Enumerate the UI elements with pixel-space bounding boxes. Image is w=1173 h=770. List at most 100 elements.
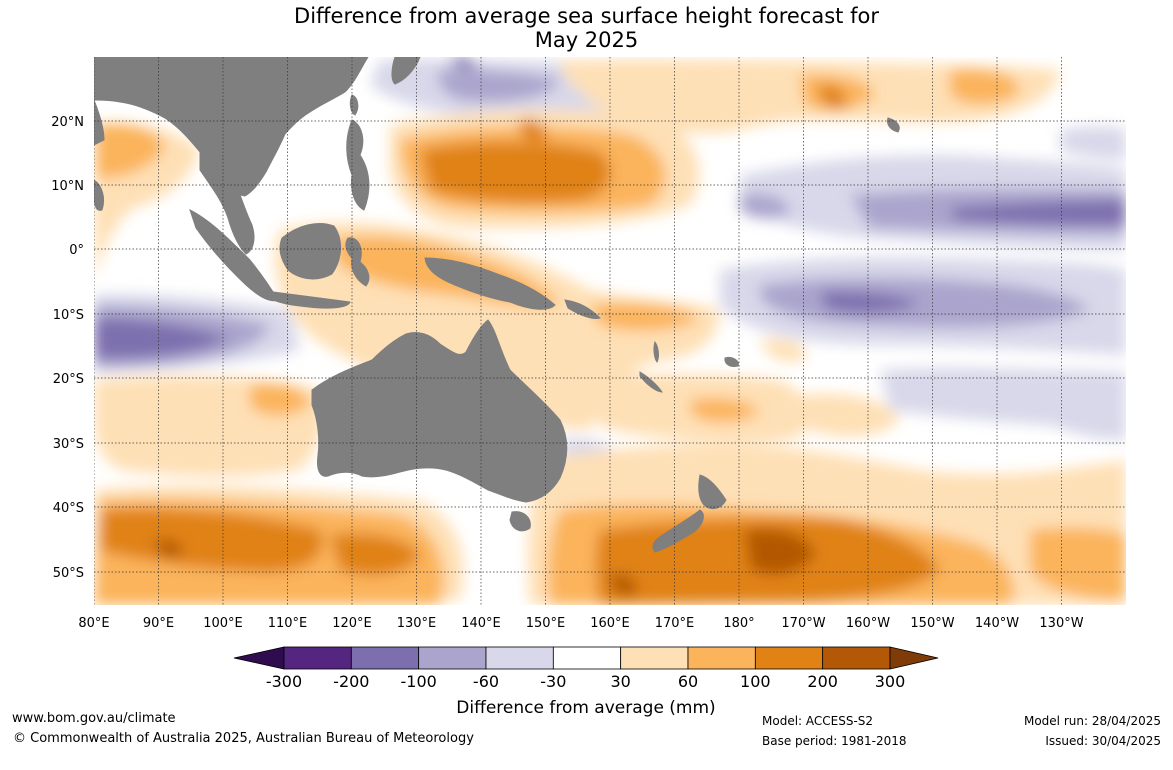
anomaly-region	[745, 528, 815, 575]
longitude-label: 160°E	[590, 616, 630, 631]
colorbar-tick-labels: -300 -200 -100 -60 -30 30 60 100 200 300	[266, 672, 905, 691]
anomaly-region	[438, 69, 560, 102]
longitude-label: 140°E	[461, 616, 501, 631]
colorbar-tick-label: -200	[333, 672, 369, 691]
indochina-peninsula	[199, 151, 255, 255]
latitude-label: 20°S	[53, 372, 84, 387]
copyright-notice: © Commonwealth of Australia 2025, Austra…	[13, 731, 474, 746]
anomaly-region	[1060, 126, 1126, 160]
colorbar-tick-label: -100	[401, 672, 437, 691]
australia	[311, 319, 568, 503]
anomaly-region	[155, 539, 183, 557]
longitude-label: 130°E	[397, 616, 437, 631]
anomaly-region	[1030, 527, 1126, 600]
colorbar-tick-label: 60	[678, 672, 698, 691]
longitude-label: 80°E	[78, 616, 109, 631]
anomaly-region	[740, 193, 790, 219]
longitude-labels: 80°E 90°E 100°E 110°E 120°E 130°E 140°E 150°E 16…	[78, 616, 1083, 631]
anomaly-region	[610, 574, 637, 596]
colorbar-tick-label: 30	[610, 672, 630, 691]
colorbar-legend	[233, 646, 939, 670]
sri-lanka	[94, 179, 105, 211]
anomaly-region	[519, 119, 547, 142]
title-line-1: Difference from average sea surface heig…	[294, 4, 879, 28]
longitude-label: 130°W	[1039, 616, 1083, 631]
anomaly-region	[950, 200, 1126, 226]
india-tip	[94, 99, 105, 146]
tasmania	[509, 511, 531, 532]
graticule	[94, 57, 1126, 605]
colorbar-tick-label: 300	[875, 672, 906, 691]
longitude-label: 170°W	[781, 616, 825, 631]
latitude-label: 40°S	[53, 501, 84, 516]
colorbar-tick-label: -60	[473, 672, 499, 691]
hawaii	[887, 117, 900, 133]
colorbar-segment	[350, 646, 420, 670]
latitude-label: 10°N	[51, 179, 84, 194]
anomaly-region	[760, 338, 806, 362]
latitude-label: 30°S	[53, 437, 84, 452]
colorbar-tick-label: 200	[807, 672, 838, 691]
longitude-label: 160°W	[846, 616, 890, 631]
colorbar-tick-label: -30	[540, 672, 566, 691]
model-name: Model: ACCESS-S2	[762, 714, 874, 728]
anomaly-region	[250, 383, 310, 416]
colorbar-tick-label: 100	[740, 672, 771, 691]
longitude-label: 110°E	[268, 616, 308, 631]
fiji	[724, 357, 739, 367]
java	[256, 289, 351, 309]
colorbar-segment	[620, 646, 689, 670]
longitude-label: 150°W	[910, 616, 954, 631]
anomaly-region	[760, 277, 1090, 328]
anomaly-region	[950, 69, 1020, 105]
anomaly-region	[450, 57, 477, 69]
anomaly-region	[590, 303, 700, 331]
longitude-label: 140°W	[975, 616, 1019, 631]
vanuatu	[653, 340, 659, 363]
latitude-label: 50°S	[53, 566, 84, 581]
latitude-label: 0°	[69, 243, 84, 258]
anomaly-field	[94, 57, 1126, 605]
colorbar-high-arrow	[889, 646, 939, 670]
map-panel	[94, 57, 1126, 605]
new-caledonia	[639, 371, 663, 393]
anomaly-region	[819, 84, 847, 110]
new-zealand-south-island	[652, 509, 704, 553]
land	[94, 57, 900, 553]
japan	[391, 57, 421, 85]
latitude-label: 20°N	[51, 115, 84, 130]
colorbar-segment	[687, 646, 756, 670]
colorbar-segment	[552, 646, 622, 670]
colorbar-segment	[418, 646, 487, 670]
new-zealand-north-island	[698, 474, 727, 510]
anomaly-region	[330, 533, 420, 575]
legend-title: Difference from average (mm)	[456, 698, 715, 718]
colorbar-segment	[485, 646, 554, 670]
model-run-date: Model run: 28/04/2025	[1023, 714, 1161, 728]
longitude-label: 150°E	[526, 616, 566, 631]
base-period: Base period: 1981-2018	[762, 734, 907, 748]
anomaly-region	[420, 141, 611, 202]
longitude-label: 170°E	[655, 616, 695, 631]
issued-date: Issued: 30/04/2025	[1045, 734, 1161, 748]
title-line-2: May 2025	[534, 28, 639, 52]
anomaly-region	[690, 398, 760, 423]
latitude-label: 10°S	[53, 308, 84, 323]
anomaly-region	[96, 123, 165, 179]
borneo	[279, 223, 341, 280]
colorbar-tick-label: -300	[266, 672, 302, 691]
colorbar-low-arrow	[233, 646, 285, 670]
longitude-label: 100°E	[203, 616, 243, 631]
new-guinea	[424, 257, 556, 310]
website-link[interactable]: www.bom.gov.au/climate	[12, 711, 176, 726]
colorbar-segment	[283, 646, 352, 670]
longitude-label: 180°	[723, 616, 754, 631]
asia-landmass	[94, 57, 369, 197]
anomaly-region	[100, 508, 323, 572]
anomaly-region	[820, 291, 920, 313]
longitude-label: 120°E	[332, 616, 372, 631]
colorbar-segment	[822, 646, 891, 670]
colorbar-segment	[754, 646, 824, 670]
latitude-labels: 20°N 10°N 0° 10°S 20°S 30°S 40°S 50°S	[51, 115, 84, 581]
